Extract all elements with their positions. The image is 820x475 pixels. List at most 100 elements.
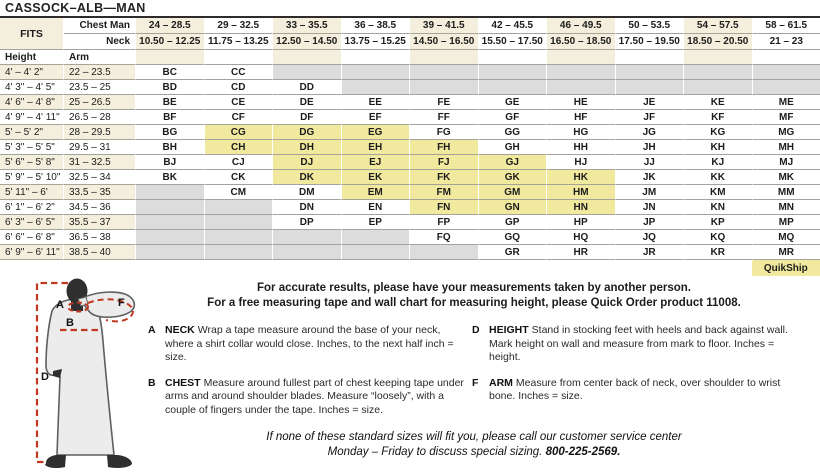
size-row: 5' 9" – 5' 10" 32.5 – 34 BK CK DK EK FK GK HK JK K… — [0, 170, 820, 185]
header-filler-cell — [136, 50, 205, 65]
size-cell: FQ — [410, 230, 479, 245]
size-cell: FK — [410, 170, 479, 185]
size-cell: EK — [341, 170, 410, 185]
chest-range-cell: 39 – 41.5 — [410, 18, 479, 34]
arm-cell: 28 – 29.5 — [64, 125, 136, 140]
size-cell: DP — [273, 215, 342, 230]
size-cell: GH — [478, 140, 547, 155]
size-cell: CE — [204, 95, 273, 110]
figure-label-d: D — [41, 371, 49, 383]
arm-cell: 33.5 – 35 — [64, 185, 136, 200]
size-cell: MF — [752, 110, 820, 125]
size-table-body: 4' – 4' 2" 22 – 23.5 BC CC 4' 3" – 4' 5" 23.5… — [0, 65, 820, 260]
size-cell: KJ — [684, 155, 753, 170]
height-cell: 5' – 5' 2" — [0, 125, 64, 140]
neck-range-cell: 12.50 – 14.50 — [273, 34, 342, 50]
instruction-key: A — [148, 324, 156, 336]
instruction-term: HEIGHT — [489, 324, 529, 336]
chest-range-cell: 46 – 49.5 — [547, 18, 616, 34]
size-cell: FM — [410, 185, 479, 200]
size-cell: GM — [478, 185, 547, 200]
chest-range-cell: 50 – 53.5 — [615, 18, 684, 34]
chest-range-cell: 29 – 32.5 — [204, 18, 273, 34]
height-cell: 6' 6" – 6' 8" — [0, 230, 64, 245]
size-row: 5' – 5' 2" 28 – 29.5 BG CG DG EG FG GG HG JG KG MG — [0, 125, 820, 140]
size-cell: MK — [752, 170, 820, 185]
chest-row-label: Chest Man — [64, 18, 136, 34]
arm-column-label: Arm — [64, 50, 136, 65]
chest-range-cell: 24 – 28.5 — [136, 18, 205, 34]
header-filler-cell — [547, 50, 616, 65]
size-cell: HK — [547, 170, 616, 185]
size-cell: JK — [615, 170, 684, 185]
na-cell — [615, 80, 684, 95]
special-sizing-note: If none of these standard sizes will fit… — [138, 430, 810, 460]
size-cell: BC — [136, 65, 205, 80]
size-cell: GK — [478, 170, 547, 185]
na-cell — [204, 245, 273, 260]
size-cell: BE — [136, 95, 205, 110]
instruction-text: Measure around fullest part of chest kee… — [165, 376, 464, 416]
figure-label-a: A — [56, 299, 64, 311]
chest-range-cell: 36 – 38.5 — [341, 18, 410, 34]
na-cell — [136, 185, 205, 200]
header-filler-cell — [273, 50, 342, 65]
size-cell: BF — [136, 110, 205, 125]
size-cell: MH — [752, 140, 820, 155]
na-cell — [752, 65, 820, 80]
arm-cell: 31 – 32.5 — [64, 155, 136, 170]
instruction-key: D — [472, 324, 480, 336]
size-cell: MQ — [752, 230, 820, 245]
size-cell: HF — [547, 110, 616, 125]
size-cell: HE — [547, 95, 616, 110]
page-title: CASSOCK–ALB—MAN — [0, 0, 820, 18]
na-cell — [341, 65, 410, 80]
instruction-arm: F ARM Measure from center back of neck, o… — [472, 377, 808, 404]
neck-range-cell: 13.75 – 15.25 — [341, 34, 410, 50]
size-cell: DK — [273, 170, 342, 185]
neck-header-row: Neck 10.50 – 12.25 11.75 – 13.25 12.50 – 1… — [0, 34, 820, 50]
quikship-badge: QuikShip — [751, 260, 820, 276]
arm-cell: 35.5 – 37 — [64, 215, 136, 230]
instruction-term: CHEST — [165, 376, 201, 389]
header-filler-cell — [478, 50, 547, 65]
na-cell — [204, 200, 273, 215]
size-cell: DH — [273, 140, 342, 155]
size-cell: GG — [478, 125, 547, 140]
size-cell: EF — [341, 110, 410, 125]
size-cell: CJ — [204, 155, 273, 170]
size-cell: MR — [752, 245, 820, 260]
instructions-left-column: A NECK Wrap a tape measure around the bas… — [148, 324, 466, 429]
size-cell: CC — [204, 65, 273, 80]
size-cell: BH — [136, 140, 205, 155]
size-cell: KF — [684, 110, 753, 125]
figure-label-f: F — [118, 297, 125, 309]
size-cell: FG — [410, 125, 479, 140]
arm-cell: 36.5 – 38 — [64, 230, 136, 245]
neck-range-cell: 21 – 23 — [752, 34, 820, 50]
height-cell: 6' 9" – 6' 11" — [0, 245, 64, 260]
instruction-text: Wrap a tape measure around the base of y… — [165, 324, 454, 363]
size-cell: KM — [684, 185, 753, 200]
size-cell: JG — [615, 125, 684, 140]
size-row: 5' 11" – 6' 33.5 – 35 CM DM EM FM GM HM JM KM MM — [0, 185, 820, 200]
na-cell — [136, 245, 205, 260]
na-cell — [684, 65, 753, 80]
size-cell: ME — [752, 95, 820, 110]
na-cell — [204, 215, 273, 230]
height-cell: 5' 11" – 6' — [0, 185, 64, 200]
arm-measure-line — [87, 298, 135, 323]
neck-range-cell: 18.50 – 20.50 — [684, 34, 753, 50]
size-cell: CG — [204, 125, 273, 140]
size-cell: MM — [752, 185, 820, 200]
size-cell: JE — [615, 95, 684, 110]
na-cell — [341, 245, 410, 260]
size-cell: GJ — [478, 155, 547, 170]
na-cell — [615, 65, 684, 80]
size-cell: HN — [547, 200, 616, 215]
size-cell: MP — [752, 215, 820, 230]
instructions-right-column: D HEIGHT Stand in stocking feet with heel… — [472, 324, 808, 416]
header-filler-cells — [136, 50, 820, 65]
header-filler-cell — [410, 50, 479, 65]
